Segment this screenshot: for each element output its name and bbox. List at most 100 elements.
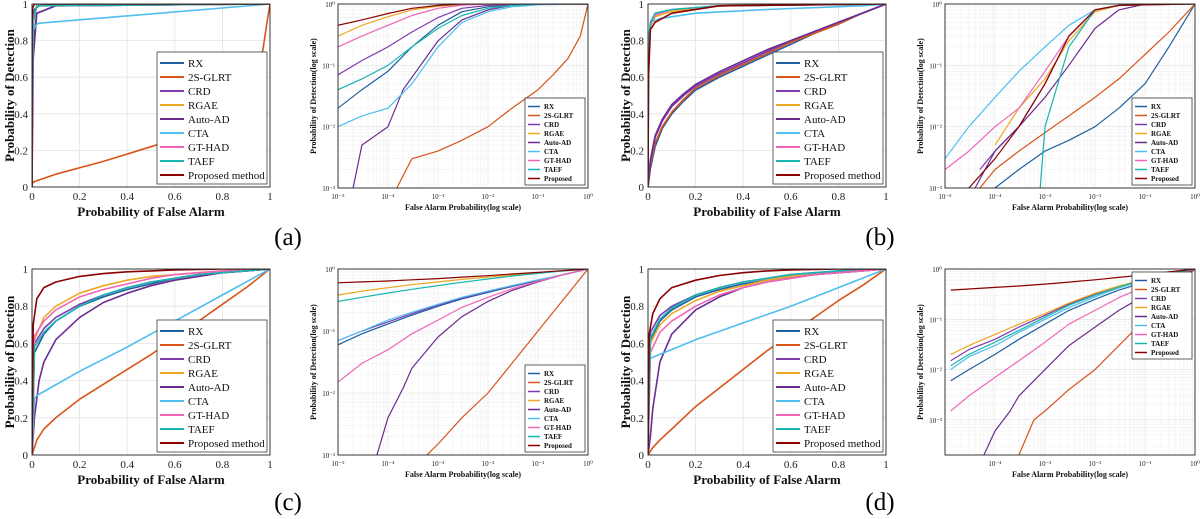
y-tick-label: 10⁻³	[322, 185, 335, 193]
x-tick-label: 0.2	[73, 191, 87, 203]
chart-c-log: 10⁻⁵ 10⁻⁴ 10⁻³ 10⁻² 10⁻¹ 10⁰ 10⁻³ 10⁻² 10⁻¹ 10⁰ Fa…	[309, 266, 593, 479]
legend-entry: 2S-GLRT	[544, 379, 574, 387]
x-tick-label: 10⁻¹	[1139, 193, 1152, 201]
series-line-proposed-method	[648, 4, 886, 187]
series-group	[648, 269, 886, 455]
legend-entry: RX	[188, 326, 203, 338]
legend-entry: 2S-GLRT	[804, 72, 848, 84]
x-tick-label: 0.4	[120, 459, 134, 471]
series-line-taef	[338, 4, 588, 91]
series-line-proposed-method	[32, 269, 270, 455]
axes-frame	[647, 268, 887, 456]
legend-entry: Proposed method	[188, 170, 265, 182]
legend-entry: Auto-AD	[804, 382, 846, 394]
y-tick-label: 10⁻²	[929, 367, 942, 375]
y-axis-label: Probability of Detection	[2, 28, 17, 161]
legend-entry: Proposed	[544, 442, 572, 450]
chart-d-log: 10⁻⁴ 10⁻³ 10⁻² 10⁻¹ 10⁰ 10⁻³ 10⁻² 10⁻¹ 10⁰ False …	[916, 266, 1200, 479]
y-tick-label: 0.2	[14, 413, 28, 425]
y-tick-label: 1	[639, 264, 645, 276]
x-axis-label: Probability of False Alarm	[77, 204, 225, 219]
series-line-cta	[32, 269, 270, 455]
series-line-cta	[338, 269, 588, 342]
legend-entry: 2S-GLRT	[1151, 286, 1181, 294]
panel-label-a: (a)	[274, 224, 302, 251]
legend-entry: CTA	[804, 128, 825, 140]
legend-entry: 2S-GLRT	[1151, 112, 1181, 120]
grid	[944, 269, 1195, 456]
chart-b-linear: 0 0.2 0.4 0.6 0.8 1 0 0.2 0.4 0.6 0.8 1 Probability …	[618, 0, 889, 219]
legend-entry: CTA	[544, 415, 558, 423]
x-tick-label: 0.8	[216, 459, 230, 471]
y-tick-label: 10⁰	[932, 266, 942, 274]
x-axis-label: Probability of False Alarm	[77, 472, 225, 487]
legend-entry: RGAE	[544, 130, 565, 138]
axes-frame	[31, 3, 271, 188]
legend-entry: RX	[188, 58, 203, 70]
axes-frame	[337, 3, 589, 189]
series-line-rx	[994, 4, 1195, 188]
legend-entry: CRD	[804, 86, 827, 98]
legend-entry: 2S-GLRT	[188, 72, 232, 84]
legend-entry: Auto-AD	[804, 114, 846, 126]
x-tick-label: 0.4	[736, 459, 750, 471]
legend-entry: GT-HAD	[1151, 157, 1178, 165]
series-line-taef	[648, 269, 886, 455]
x-tick-label: 0.8	[216, 191, 230, 203]
legend-entry: TAEF	[804, 424, 831, 436]
legend-entry: TAEF	[188, 156, 215, 168]
x-tick-label: 0.2	[73, 459, 87, 471]
y-tick-label: 10⁻³	[322, 452, 335, 460]
x-tick-label: 10⁰	[583, 193, 593, 201]
y-tick-label: 10⁻²	[322, 124, 335, 132]
x-tick-label: 10⁻⁴	[988, 460, 1002, 468]
x-tick-label: 10⁻⁴	[988, 193, 1002, 201]
x-tick-label: 10⁻³	[432, 460, 445, 468]
y-tick-label: 0.6	[14, 338, 28, 350]
legend-entry: TAEF	[544, 166, 562, 174]
chart-b-log: 10⁻⁵ 10⁻⁴ 10⁻³ 10⁻² 10⁻¹ 10⁰ 10⁻³ 10⁻² 10⁻¹ 10⁰ Fa…	[916, 1, 1200, 212]
legend-entry: CRD	[1151, 121, 1166, 129]
x-tick-label: 10⁻⁵	[331, 193, 345, 201]
legend-entry: CTA	[188, 128, 209, 140]
legend-entry: RX	[544, 103, 554, 111]
x-tick-label: 10⁻²	[482, 460, 495, 468]
y-tick-label: 1	[23, 0, 29, 11]
legend-entry: GT-HAD	[804, 410, 845, 422]
y-axis-label: Probability of Detection(log scale)	[916, 38, 925, 154]
series-line-auto-ad	[974, 4, 1195, 188]
series-line-gt-had	[648, 269, 886, 455]
legend-entry: 2S-GLRT	[188, 340, 232, 352]
legend: RX2S-GLRTCRDRGAEAuto-ADCTAGT-HADTAEFProp…	[524, 97, 586, 186]
y-tick-label: 0.8	[14, 36, 28, 48]
x-tick-label: 0.4	[736, 191, 750, 203]
legend-entry: GT-HAD	[544, 157, 571, 165]
y-tick-label: 0.4	[630, 109, 644, 121]
y-tick-label: 0.6	[14, 72, 28, 84]
y-tick-label: 10⁻¹	[929, 62, 942, 70]
legend-entry: CRD	[188, 86, 211, 98]
legend: RX2S-GLRTCRDRGAEAuto-ADCTAGT-HADTAEFProp…	[1131, 271, 1193, 360]
legend-entry: Auto-AD	[1151, 313, 1178, 321]
y-tick-label: 10⁻²	[929, 124, 942, 132]
x-tick-label: 0.6	[784, 459, 798, 471]
x-axis-label: False Alarm Probability(log scale)	[405, 203, 521, 212]
x-tick-label: 10⁻⁵	[331, 460, 345, 468]
legend-entry: CTA	[188, 396, 209, 408]
x-tick-label: 0.6	[784, 191, 798, 203]
x-tick-label: 1	[883, 191, 889, 203]
y-tick-label: 0	[23, 450, 29, 462]
x-tick-label: 10⁻²	[1089, 193, 1102, 201]
legend-entry: RX	[804, 58, 819, 70]
legend-entry: RGAE	[188, 100, 218, 112]
y-tick-label: 0.8	[630, 301, 644, 313]
x-tick-label: 10⁻¹	[532, 193, 545, 201]
axes-frame	[31, 268, 271, 456]
legend-entry: Auto-AD	[544, 139, 571, 147]
y-axis-label: Probability of Detection	[2, 295, 17, 428]
legend-box	[1131, 97, 1193, 186]
axes-frame	[647, 3, 887, 188]
y-axis-label: Probability of Detection(log scale)	[309, 38, 318, 154]
series-line-2s-glrt	[648, 4, 886, 187]
